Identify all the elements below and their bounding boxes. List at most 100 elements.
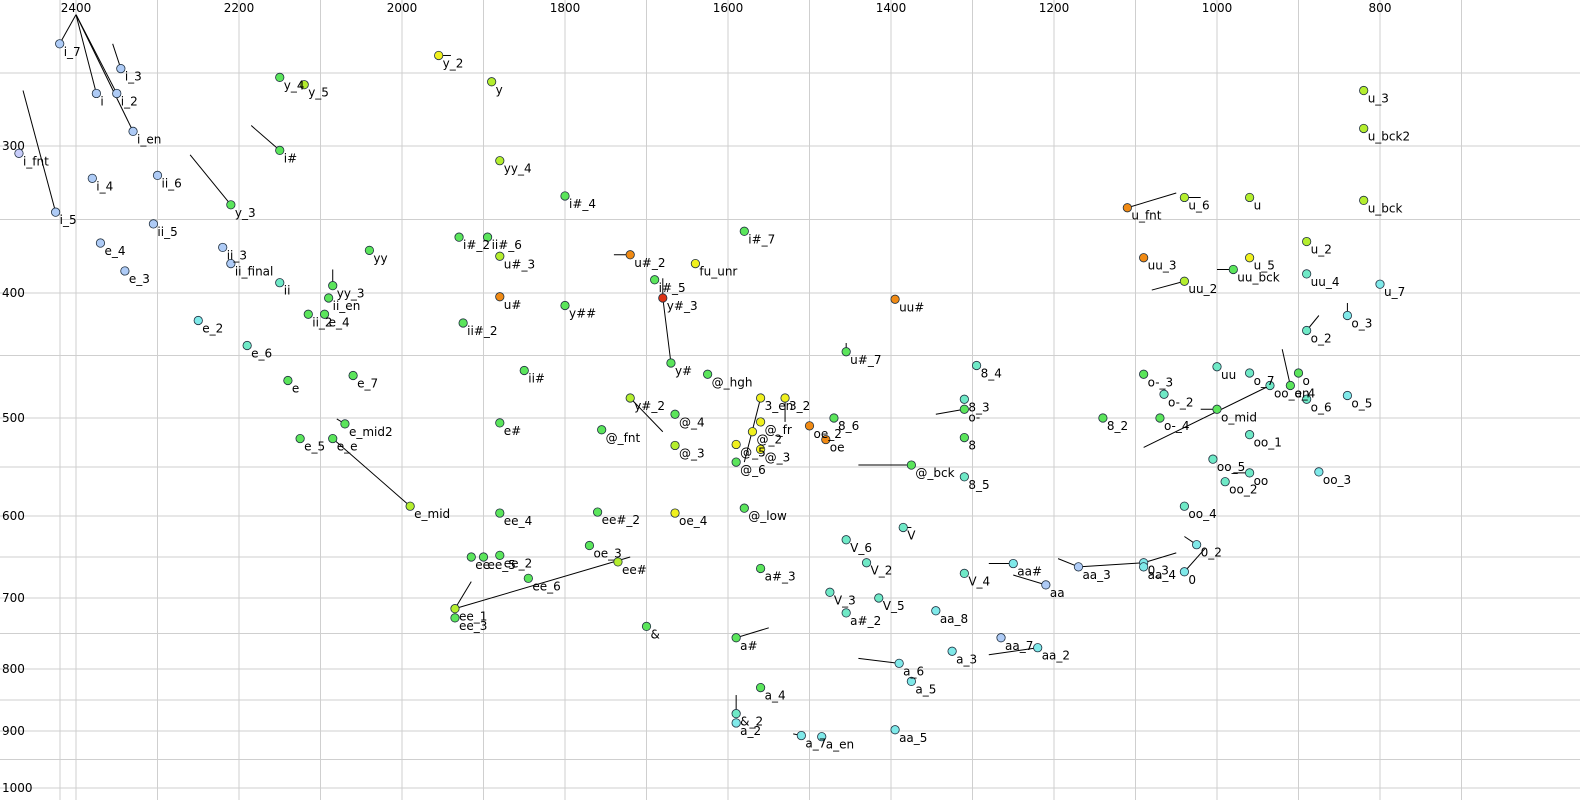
data-point — [242, 340, 252, 351]
point-label: o_4 — [1294, 387, 1315, 401]
data-point — [947, 646, 957, 656]
point-label: oo — [1254, 474, 1269, 488]
point-label: oo_5 — [1217, 460, 1245, 474]
trajectory-tail — [1281, 349, 1291, 386]
data-point — [495, 292, 505, 302]
point-label: V_5 — [883, 599, 905, 613]
x-tick-label: 2400 — [61, 1, 92, 15]
data-point — [906, 460, 916, 470]
point-label: @_2 — [756, 433, 782, 447]
trajectory-tail — [250, 125, 281, 151]
point-label: ii_2 — [312, 315, 332, 329]
data-point — [495, 508, 505, 518]
point-label: aa# — [1017, 565, 1042, 579]
data-point — [1375, 279, 1385, 289]
point-label: y_3 — [235, 206, 256, 220]
point-label: u_2 — [1311, 243, 1332, 257]
point-label: o_3 — [1351, 317, 1372, 331]
point-label: ee — [475, 558, 490, 572]
data-point — [1159, 389, 1169, 399]
data-point — [739, 503, 749, 513]
point-label: ee#_2 — [602, 513, 640, 527]
data-point — [324, 293, 334, 303]
point-label: uu_bck — [1237, 270, 1279, 284]
data-point — [829, 413, 839, 423]
data-point — [1265, 380, 1275, 391]
x-tick-label: 1200 — [1039, 1, 1070, 15]
data-point — [584, 540, 595, 551]
point-label: yy_4 — [504, 162, 532, 176]
point-label: a# — [740, 639, 757, 653]
point-label: oe_4 — [679, 514, 707, 528]
point-label: @_3 — [679, 446, 705, 460]
point-label: V_2 — [871, 564, 893, 578]
trajectory-tail — [662, 297, 672, 364]
trajectory-tail — [629, 397, 664, 433]
point-label: oo_1 — [1254, 436, 1282, 450]
data-point — [894, 658, 904, 668]
data-point — [116, 64, 126, 74]
data-point — [821, 434, 831, 445]
y-tick-label: 800 — [2, 662, 25, 676]
data-point — [1139, 253, 1149, 263]
point-label: aa_5 — [899, 731, 927, 745]
data-point — [1192, 540, 1202, 550]
point-label: @_fnt — [606, 431, 641, 445]
data-point — [1342, 310, 1353, 321]
data-point — [1122, 203, 1132, 213]
point-label: yy_3 — [337, 287, 365, 301]
y-tick-label: 1000 — [2, 781, 33, 795]
point-label: y_4 — [284, 78, 305, 92]
point-label: y# — [675, 364, 692, 378]
data-point — [112, 88, 122, 99]
data-point — [454, 232, 464, 242]
point-label: 8_2 — [1107, 419, 1128, 433]
data-point — [364, 245, 374, 255]
data-point — [148, 219, 159, 229]
x-tick-label: 1600 — [713, 1, 744, 15]
point-label: 8_3 — [968, 400, 989, 414]
trajectory-tail — [22, 90, 57, 213]
point-label: u_6 — [1188, 198, 1209, 212]
point-label: uu_2 — [1188, 282, 1217, 296]
point-label: ii_6 — [162, 176, 182, 190]
point-label: aa_4 — [1148, 568, 1176, 582]
data-point — [906, 676, 916, 687]
data-point — [861, 558, 872, 568]
point-label: o_7 — [1254, 374, 1275, 388]
point-label: u — [1254, 198, 1262, 212]
data-point — [796, 730, 806, 741]
data-point — [120, 266, 130, 276]
point-label: ii# — [528, 372, 545, 386]
point-label: i_5 — [60, 213, 77, 227]
data-point — [283, 375, 293, 386]
data-point — [670, 508, 680, 518]
point-label: &_2 — [740, 715, 763, 729]
point-label: ee_3 — [459, 619, 487, 633]
data-point — [1212, 362, 1222, 372]
point-label: u_fnt — [1131, 209, 1161, 223]
point-label: i_2 — [121, 94, 138, 108]
point-label: e_7 — [357, 377, 378, 391]
point-label: i_3 — [125, 70, 142, 84]
point-label: ee_6 — [532, 579, 560, 593]
data-point — [1302, 325, 1312, 336]
data-point — [1245, 430, 1255, 440]
data-point — [731, 633, 741, 643]
data-point — [1285, 380, 1295, 391]
point-label: u#_2 — [634, 256, 665, 270]
point-label: aa_8 — [940, 612, 968, 626]
point-label: aa_2 — [1042, 649, 1070, 663]
trajectory-tail — [1143, 385, 1271, 448]
trajectory-tail — [454, 581, 472, 609]
point-label: u_5 — [1254, 259, 1275, 273]
data-point — [959, 394, 969, 404]
point-label: V_6 — [850, 541, 872, 555]
data-point — [275, 278, 285, 288]
data-point — [592, 507, 603, 517]
point-label: aa_7 — [1005, 639, 1033, 653]
point-label: i_en — [137, 132, 161, 146]
point-label: @_fr — [765, 423, 792, 437]
